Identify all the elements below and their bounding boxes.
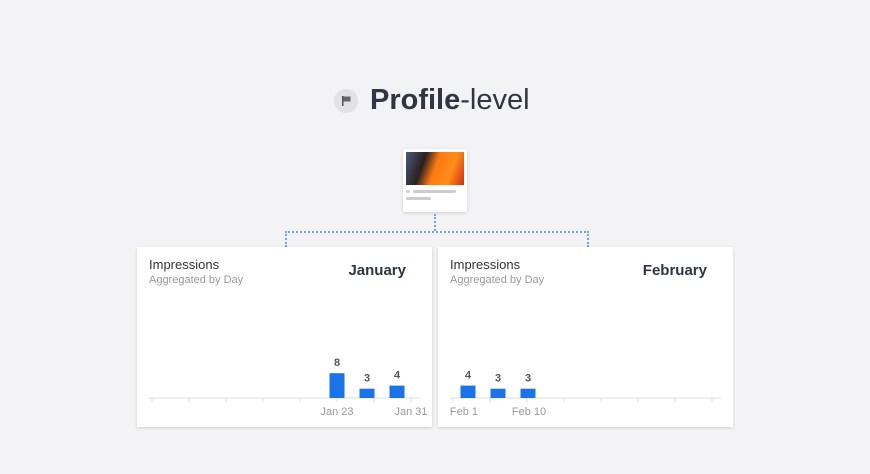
chart-subtitle: Aggregated by Day [149, 274, 244, 286]
bar-chart: 8 3 4 Jan 23 Jan 31 [149, 357, 428, 418]
data-label: 4 [465, 370, 472, 382]
flag-icon [334, 88, 358, 113]
month-label: January [348, 262, 406, 279]
bar[interactable] [490, 388, 506, 398]
bar[interactable] [460, 385, 476, 398]
tick-label: Jan 23 [320, 406, 353, 418]
chart-title: Impressions [450, 257, 521, 272]
connector [285, 231, 589, 247]
month-label: February [642, 262, 707, 279]
bar[interactable] [359, 388, 375, 398]
data-label: 3 [364, 373, 370, 385]
tick-label: Jan 31 [394, 406, 427, 418]
february-chart-card: Impressions Aggregated by Day February 4… [438, 247, 733, 427]
tick-label: Feb 1 [450, 406, 478, 418]
chart-subtitle: Aggregated by Day [450, 274, 545, 286]
post-thumbnail[interactable] [403, 149, 467, 212]
data-label: 4 [394, 370, 401, 382]
bar[interactable] [520, 388, 536, 398]
tick-label: Feb 10 [512, 406, 546, 418]
title-light: -level [460, 84, 530, 116]
bar[interactable] [389, 385, 405, 398]
bar[interactable] [329, 373, 345, 398]
data-label: 3 [495, 373, 501, 385]
january-chart-card: Impressions Aggregated by Day January 8 3… [137, 247, 432, 427]
data-label: 8 [334, 357, 340, 369]
bar-chart: 4 3 3 Feb 1 Feb 10 [450, 370, 721, 418]
chart-title: Impressions [149, 257, 220, 272]
data-label: 3 [525, 373, 531, 385]
post-image [406, 152, 464, 185]
title-bold: Profile [370, 84, 461, 116]
connector [434, 214, 436, 231]
page-title: Profile-level [334, 84, 530, 117]
